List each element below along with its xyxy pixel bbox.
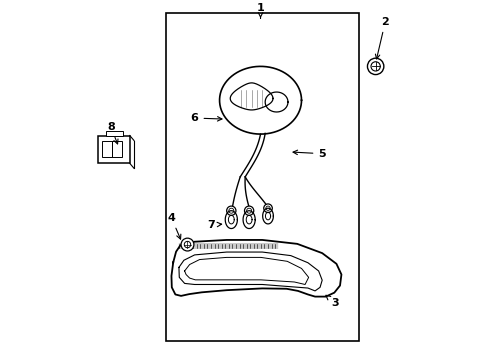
- Polygon shape: [243, 211, 255, 229]
- Text: 5: 5: [292, 149, 325, 159]
- Bar: [166, 13, 358, 341]
- Text: 2: 2: [375, 17, 388, 59]
- Text: 7: 7: [206, 220, 221, 230]
- Text: 1: 1: [256, 3, 264, 18]
- Text: 4: 4: [167, 213, 181, 239]
- Polygon shape: [225, 211, 237, 229]
- Circle shape: [263, 204, 272, 212]
- Text: 6: 6: [190, 113, 222, 123]
- Polygon shape: [219, 66, 301, 134]
- Bar: [112, 141, 122, 157]
- Circle shape: [366, 58, 383, 75]
- Text: 8: 8: [107, 122, 118, 144]
- Polygon shape: [262, 208, 273, 224]
- Circle shape: [244, 206, 253, 215]
- Circle shape: [226, 206, 236, 215]
- Circle shape: [181, 238, 194, 251]
- Text: 3: 3: [325, 295, 339, 309]
- Bar: [98, 135, 129, 163]
- Bar: [105, 131, 122, 135]
- Bar: [102, 141, 112, 157]
- Polygon shape: [171, 240, 341, 297]
